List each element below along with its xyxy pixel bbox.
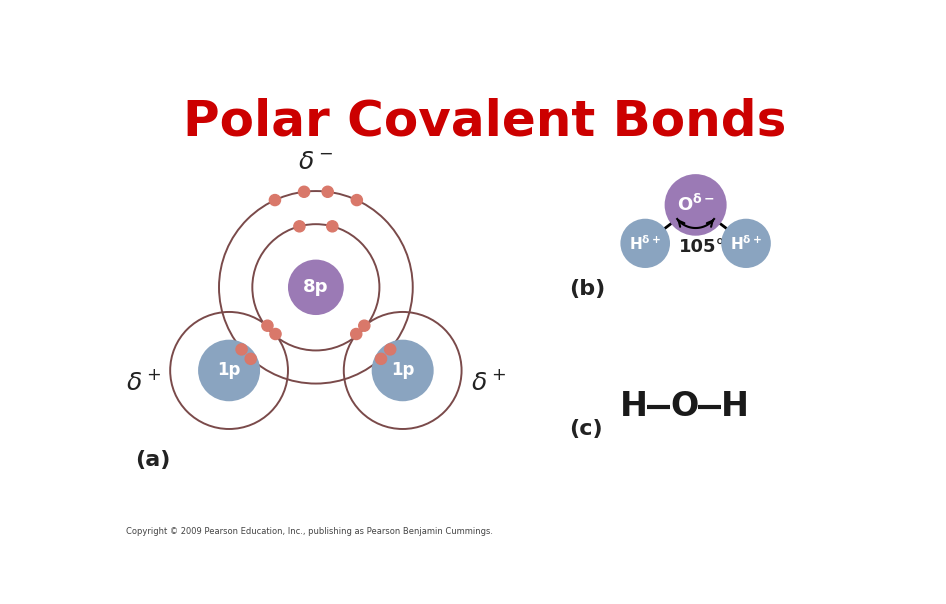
Text: O: O (670, 390, 698, 423)
Text: Copyright © 2009 Pearson Education, Inc., publishing as Pearson Benjamin Cumming: Copyright © 2009 Pearson Education, Inc.… (126, 527, 493, 536)
Text: H$^{\mathregular{\delta+}}$: H$^{\mathregular{\delta+}}$ (629, 234, 661, 252)
Circle shape (351, 194, 362, 205)
Text: 8p: 8p (303, 278, 328, 297)
Text: H: H (720, 390, 748, 423)
Text: 105°: 105° (678, 237, 726, 255)
Text: H$^{\mathregular{\delta+}}$: H$^{\mathregular{\delta+}}$ (730, 234, 762, 252)
Circle shape (372, 339, 433, 401)
Text: (c): (c) (569, 419, 603, 439)
Text: 1p: 1p (218, 361, 241, 379)
Text: (b): (b) (569, 279, 605, 299)
Circle shape (322, 186, 333, 198)
Text: $\delta^+$: $\delta^+$ (471, 370, 506, 394)
Circle shape (326, 221, 338, 232)
Text: H: H (620, 390, 648, 423)
Circle shape (299, 186, 309, 198)
Circle shape (665, 174, 727, 236)
Circle shape (198, 339, 260, 401)
Circle shape (359, 320, 370, 331)
Text: O$^{\mathregular{\delta-}}$: O$^{\mathregular{\delta-}}$ (676, 193, 714, 215)
Circle shape (294, 221, 305, 232)
Circle shape (245, 353, 256, 364)
Circle shape (270, 194, 281, 205)
Circle shape (621, 219, 670, 268)
Circle shape (236, 344, 247, 355)
Circle shape (376, 353, 387, 364)
Text: $\delta^+$: $\delta^+$ (126, 370, 161, 394)
Text: $\delta^-$: $\delta^-$ (298, 151, 334, 174)
Text: 1p: 1p (391, 361, 414, 379)
Circle shape (270, 329, 281, 339)
Circle shape (262, 320, 273, 331)
Circle shape (721, 219, 771, 268)
Circle shape (288, 260, 343, 315)
Circle shape (385, 344, 395, 355)
Circle shape (351, 329, 361, 339)
Text: Polar Covalent Bonds: Polar Covalent Bonds (184, 97, 786, 145)
Text: (a): (a) (135, 450, 170, 470)
